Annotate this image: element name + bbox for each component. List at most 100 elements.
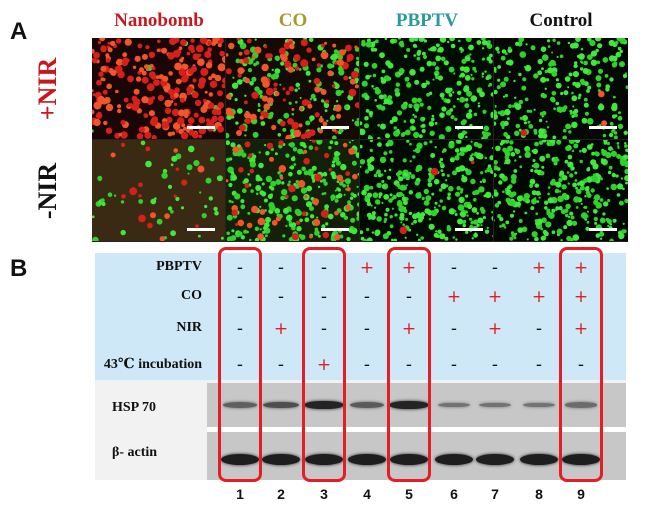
protein-band — [350, 402, 384, 408]
live-cell-dot — [270, 180, 277, 187]
dead-cell-dot — [93, 101, 102, 110]
lane-highlight-box — [218, 247, 262, 482]
live-cell-dot — [562, 135, 567, 139]
dead-cell-dot — [274, 91, 280, 97]
live-cell-dot — [582, 68, 589, 74]
live-cell-dot — [309, 115, 315, 121]
micrograph--NIR-Nanobomb — [92, 140, 225, 241]
dead-cell-dot — [275, 216, 281, 222]
live-cell-dot — [563, 105, 568, 110]
live-cell-dot — [569, 173, 574, 178]
condition-sign: - — [236, 355, 244, 375]
live-cell-dot — [524, 97, 529, 102]
live-cell-dot — [617, 145, 620, 148]
live-cell-dot — [616, 142, 620, 145]
live-cell-dot — [342, 183, 346, 188]
dead-cell-dot — [261, 63, 269, 72]
live-cell-dot — [540, 76, 547, 83]
live-cell-dot — [624, 142, 627, 145]
live-cell-dot — [351, 140, 354, 142]
live-cell-dot — [280, 61, 285, 66]
dead-cell-dot — [244, 111, 251, 119]
live-cell-dot — [351, 119, 354, 122]
live-cell-dot — [558, 206, 563, 211]
live-cell-dot — [531, 198, 537, 205]
live-cell-dot — [378, 195, 381, 199]
dead-cell-dot — [322, 231, 329, 239]
live-cell-dot — [601, 149, 608, 157]
dead-cell-dot — [320, 43, 325, 48]
live-cell-dot — [445, 110, 452, 116]
live-cell-dot — [576, 188, 582, 195]
live-cell-dot — [271, 68, 274, 71]
live-cell-dot — [525, 43, 528, 46]
dead-cell-dot — [285, 90, 290, 96]
live-cell-dot — [456, 80, 462, 86]
dead-cell-dot — [137, 43, 143, 49]
blot-label-0: HSP 70 — [112, 400, 156, 415]
dead-cell-dot — [142, 56, 146, 60]
live-cell-dot — [518, 219, 523, 223]
live-cell-dot — [457, 218, 463, 225]
dead-cell-dot — [92, 93, 96, 97]
live-cell-dot — [241, 188, 247, 194]
live-cell-dot — [594, 151, 600, 157]
live-cell-dot — [399, 212, 405, 218]
dead-cell-dot — [279, 120, 286, 127]
dead-cell-dot — [254, 46, 262, 54]
condition-sign: - — [491, 355, 499, 375]
dead-cell-dot — [203, 98, 207, 103]
dead-cell-dot — [324, 41, 328, 45]
dead-cell-dot — [115, 89, 119, 94]
dead-cell-dot — [149, 63, 154, 68]
live-cell-dot — [499, 110, 506, 117]
live-cell-dot — [476, 211, 479, 215]
live-cell-dot — [414, 115, 417, 119]
live-cell-dot — [518, 155, 522, 159]
live-cell-dot — [385, 207, 390, 212]
dead-cell-dot — [238, 167, 244, 173]
live-cell-dot — [478, 186, 485, 193]
dead-cell-dot — [164, 107, 172, 115]
live-cell-dot — [434, 146, 437, 149]
live-cell-dot — [591, 175, 598, 182]
protein-band — [520, 453, 558, 465]
live-cell-dot — [455, 238, 458, 241]
live-cell-dot — [416, 142, 423, 149]
live-cell-dot — [471, 207, 478, 213]
dead-cell-dot — [311, 57, 316, 62]
live-cell-dot — [340, 163, 347, 171]
live-cell-dot — [409, 38, 415, 43]
live-cell-dot — [391, 116, 398, 123]
lane-number: 2 — [277, 486, 285, 502]
live-cell-dot — [341, 90, 344, 93]
live-cell-dot — [288, 101, 292, 105]
dead-cell-dot — [92, 58, 98, 64]
live-cell-dot — [537, 70, 543, 76]
dead-cell-dot — [197, 165, 205, 173]
condition-sign: + — [573, 287, 589, 307]
live-cell-dot — [283, 207, 289, 214]
live-cell-dot — [447, 40, 450, 44]
live-cell-dot — [529, 124, 533, 128]
live-cell-dot — [422, 54, 428, 60]
live-cell-dot — [466, 90, 473, 97]
live-cell-dot — [518, 72, 522, 77]
dead-cell-dot — [331, 84, 336, 88]
live-cell-dot — [545, 120, 548, 123]
live-cell-dot — [570, 215, 575, 220]
dead-cell-dot — [118, 132, 122, 137]
condition-sign: - — [236, 258, 244, 278]
live-cell-dot — [373, 173, 378, 178]
dead-cell-dot — [181, 179, 188, 186]
live-cell-dot — [465, 135, 468, 139]
live-cell-dot — [468, 44, 474, 51]
dead-cell-dot — [97, 40, 102, 45]
live-cell-dot — [533, 128, 538, 133]
protein-band — [562, 453, 600, 465]
live-cell-dot — [297, 148, 303, 155]
live-cell-dot — [408, 171, 412, 176]
scale-bar — [455, 228, 483, 231]
live-cell-dot — [534, 141, 539, 147]
condition-label-1: CO — [181, 288, 202, 303]
